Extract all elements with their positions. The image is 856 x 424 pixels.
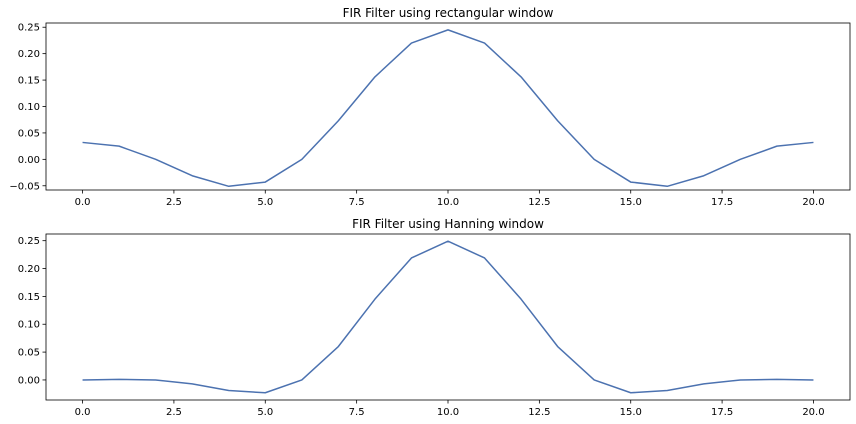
bottom-chart-xtick-label: 5.0 [257, 407, 273, 418]
bottom-chart-ytick-label: 0.05 [18, 348, 40, 359]
top-chart-xtick-label: 12.5 [528, 197, 550, 208]
bottom-chart-xtick-label: 15.0 [620, 407, 642, 418]
bottom-chart-xtick-label: 0.0 [75, 407, 91, 418]
top-chart-series-line [82, 29, 814, 188]
top-chart-xtick-label: 10.0 [437, 197, 459, 208]
top-chart: FIR Filter using rectangular window 0.0 2.… [9, 6, 851, 208]
top-chart-xtick-label: 20.0 [802, 197, 824, 208]
top-chart-ytick-label: 0.05 [18, 128, 40, 139]
top-chart-xtick-label: 7.5 [349, 197, 365, 208]
bottom-chart-xtick-label: 10.0 [437, 407, 459, 418]
bottom-chart-ytick-label: 0.25 [18, 236, 40, 247]
top-chart-ytick-label: 0.10 [18, 102, 40, 113]
top-chart-xtick-label: 15.0 [620, 197, 642, 208]
top-chart-xtick-label: 2.5 [166, 197, 182, 208]
top-chart-ytick-label: 0.20 [18, 49, 40, 60]
top-chart-xtick-label: 0.0 [75, 197, 91, 208]
bottom-chart-ytick-label: 0.10 [18, 320, 40, 331]
top-chart-ytick-label: −0.05 [9, 181, 40, 192]
bottom-chart-title: FIR Filter using Hanning window [352, 217, 544, 231]
bottom-chart-xtick-label: 20.0 [802, 407, 824, 418]
top-chart-ytick-label: 0.00 [18, 155, 40, 166]
top-chart-ytick-label: 0.25 [18, 23, 40, 34]
bottom-chart-ytick-label: 0.15 [18, 292, 40, 303]
bottom-chart-xtick-label: 12.5 [528, 407, 550, 418]
bottom-chart-xtick-label: 7.5 [349, 407, 365, 418]
bottom-chart-xtick-label: 2.5 [166, 407, 182, 418]
bottom-chart-series-line [82, 240, 814, 394]
bottom-chart-axes-frame [45, 233, 851, 401]
top-chart-xtick-label: 17.5 [711, 197, 733, 208]
top-chart-ytick-label: 0.15 [18, 76, 40, 87]
bottom-chart-xtick-label: 17.5 [711, 407, 733, 418]
top-chart-title: FIR Filter using rectangular window [343, 6, 554, 20]
bottom-chart-ytick-label: 0.20 [18, 264, 40, 275]
bottom-chart: FIR Filter using Hanning window 0.0 2.5 5.0… [18, 217, 851, 418]
bottom-chart-ytick-label: 0.00 [18, 375, 40, 386]
top-chart-xtick-label: 5.0 [257, 197, 273, 208]
